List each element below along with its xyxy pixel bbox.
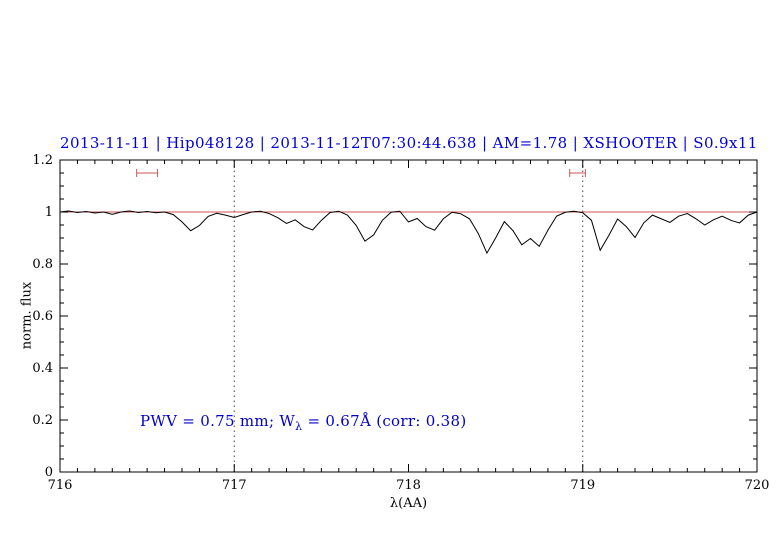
pwv-annotation-sub: λ — [295, 420, 303, 433]
svg-text:0.2: 0.2 — [32, 413, 53, 428]
svg-text:0: 0 — [45, 465, 53, 480]
svg-text:1.2: 1.2 — [32, 153, 53, 168]
plot-title: 2013-11-11 | Hip048128 | 2013-11-12T07:3… — [60, 134, 758, 152]
svg-text:718: 718 — [396, 478, 421, 493]
pwv-annotation-post: = 0.67Å (corr: 0.38) — [302, 412, 467, 430]
svg-text:0.6: 0.6 — [32, 309, 53, 324]
pwv-annotation-pre: PWV = 0.75 mm; W — [140, 412, 296, 430]
svg-text:1: 1 — [45, 205, 53, 220]
pwv-annotation: PWV = 0.75 mm; Wλ = 0.67Å (corr: 0.38) — [140, 412, 467, 433]
svg-text:719: 719 — [570, 478, 595, 493]
svg-text:0.8: 0.8 — [32, 257, 53, 272]
svg-text:717: 717 — [222, 478, 247, 493]
svg-text:716: 716 — [48, 478, 73, 493]
svg-text:0.4: 0.4 — [32, 361, 53, 376]
x-axis-label: λ(AA) — [389, 496, 428, 511]
svg-text:720: 720 — [745, 478, 770, 493]
